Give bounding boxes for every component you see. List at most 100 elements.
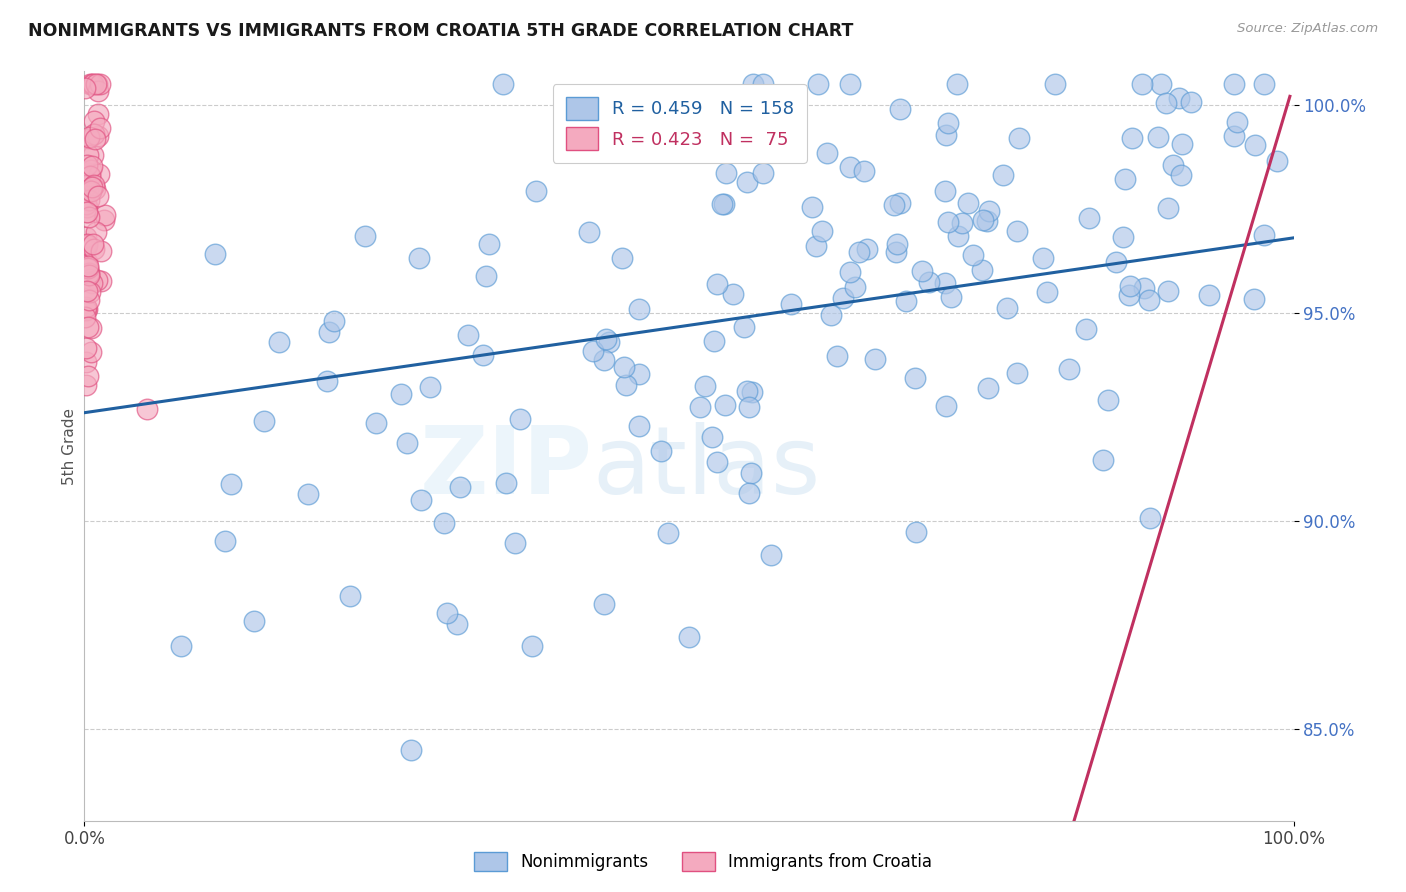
Point <box>76 260 98 275</box>
Point <box>409 493 432 508</box>
Point <box>503 536 526 550</box>
Point <box>811 224 834 238</box>
Point <box>1157 284 1180 298</box>
Point <box>1076 322 1098 336</box>
Point <box>939 290 962 304</box>
Point <box>79 170 101 185</box>
Point <box>1008 131 1031 145</box>
Point <box>613 360 636 375</box>
Point <box>1171 136 1194 151</box>
Point <box>751 77 773 91</box>
Point <box>1118 287 1140 301</box>
Point <box>738 400 761 414</box>
Point <box>657 525 679 540</box>
Point <box>214 534 236 549</box>
Point <box>89 120 111 135</box>
Point <box>723 286 745 301</box>
Point <box>87 128 110 143</box>
Point <box>945 77 967 91</box>
Point <box>853 163 876 178</box>
Point <box>75 241 97 255</box>
Point <box>76 284 98 298</box>
Point <box>297 487 319 501</box>
Point <box>1137 293 1160 308</box>
Point <box>90 274 112 288</box>
Point <box>938 116 960 130</box>
Point <box>946 229 969 244</box>
Point <box>76 178 98 192</box>
Point <box>1157 201 1180 215</box>
Point <box>77 266 100 280</box>
Point <box>75 355 97 369</box>
Point <box>253 414 276 428</box>
Point <box>80 162 103 177</box>
Point <box>759 548 782 562</box>
Point <box>780 100 803 114</box>
Point <box>87 167 110 181</box>
Point <box>472 348 495 362</box>
Point <box>592 353 614 368</box>
Point <box>323 314 346 328</box>
Point <box>77 293 100 307</box>
Point <box>979 203 1001 218</box>
Point <box>524 184 547 198</box>
Point <box>82 159 104 173</box>
Point <box>1170 168 1192 182</box>
Point <box>856 242 879 256</box>
Point <box>628 302 651 317</box>
Point <box>89 77 111 91</box>
Point <box>1097 393 1119 408</box>
Point <box>1121 131 1143 145</box>
Point <box>844 280 866 294</box>
Point <box>433 516 456 530</box>
Point <box>716 166 738 180</box>
Text: ZIP: ZIP <box>419 423 592 515</box>
Point <box>79 268 101 282</box>
Point <box>935 128 957 143</box>
Point <box>1267 153 1289 168</box>
Point <box>436 606 458 620</box>
Point <box>1150 77 1173 91</box>
Point <box>865 352 887 367</box>
Point <box>80 321 103 335</box>
Point <box>86 272 108 286</box>
Point <box>495 475 517 490</box>
Point <box>75 238 97 252</box>
Point <box>740 466 762 480</box>
Point <box>595 332 617 346</box>
Point <box>616 377 638 392</box>
Point <box>1253 77 1275 91</box>
Text: NONIMMIGRANTS VS IMMIGRANTS FROM CROATIA 5TH GRADE CORRELATION CHART: NONIMMIGRANTS VS IMMIGRANTS FROM CROATIA… <box>28 22 853 40</box>
Text: atlas: atlas <box>592 423 821 515</box>
Point <box>752 166 775 180</box>
Point <box>80 277 103 291</box>
Point <box>86 225 108 239</box>
Point <box>76 200 98 214</box>
Point <box>1043 77 1066 91</box>
Point <box>408 251 430 265</box>
Point <box>598 335 620 350</box>
Point <box>911 264 934 278</box>
Point <box>76 320 98 334</box>
Point <box>75 301 97 315</box>
Point <box>972 213 994 227</box>
Point <box>364 416 387 430</box>
Point <box>77 131 100 145</box>
Y-axis label: 5th Grade: 5th Grade <box>62 408 77 484</box>
Point <box>1198 288 1220 302</box>
Point <box>509 412 531 426</box>
Point <box>204 247 226 261</box>
Point <box>807 77 830 91</box>
Point <box>75 302 97 317</box>
Point <box>706 277 728 292</box>
Point <box>977 381 1000 395</box>
Point <box>839 265 862 279</box>
Point <box>75 173 97 187</box>
Point <box>83 178 105 192</box>
Point <box>339 589 361 603</box>
Point <box>221 477 243 491</box>
Point <box>848 245 870 260</box>
Point <box>83 242 105 256</box>
Point <box>657 112 679 127</box>
Point <box>77 183 100 197</box>
